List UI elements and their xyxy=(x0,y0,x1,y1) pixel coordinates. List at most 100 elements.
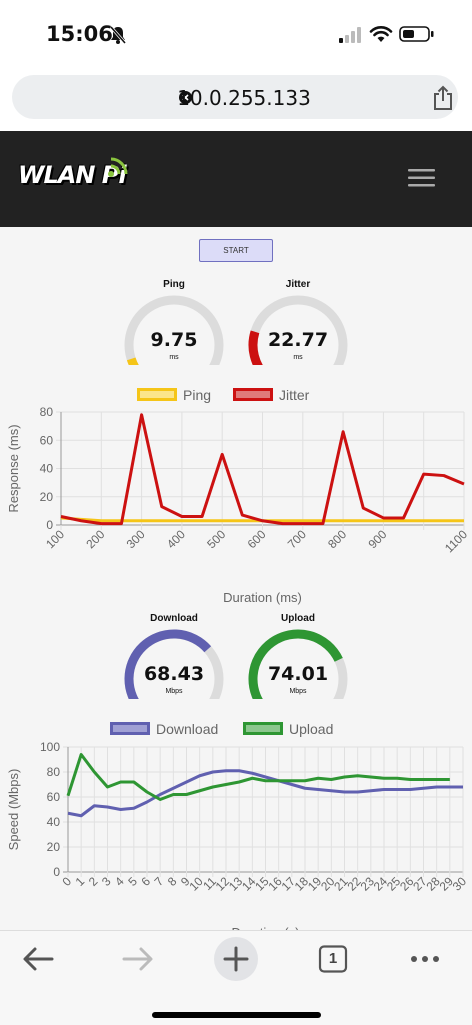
gauge-value: 9.75 xyxy=(150,329,198,351)
x-tick-label: 1100 xyxy=(442,527,470,555)
y-axis-title: Speed (Mbps) xyxy=(6,769,21,851)
url-text: 10.0.255.133 xyxy=(177,86,311,110)
x-axis-title: Duration (ms) xyxy=(223,590,302,605)
legend-swatch xyxy=(137,388,177,401)
close-circle-icon xyxy=(179,91,192,104)
tabs-button[interactable]: 1 xyxy=(318,945,348,973)
y-tick-label: 80 xyxy=(40,405,54,419)
x-tick-label: 30 xyxy=(450,874,470,894)
status-time: 15:06 xyxy=(46,22,113,46)
x-tick-label: 1 xyxy=(73,874,88,889)
x-tick-label: 900 xyxy=(365,527,389,551)
x-tick-label: 200 xyxy=(83,527,107,551)
y-tick-label: 20 xyxy=(47,840,61,854)
x-axis-title: Duration (s) xyxy=(232,925,300,930)
y-tick-label: 0 xyxy=(46,518,53,532)
gauge-track xyxy=(124,295,224,365)
status-bar: 15:06 xyxy=(0,0,472,70)
share-icon[interactable] xyxy=(432,85,454,111)
address-bar[interactable]: 10.0.255.133 xyxy=(12,75,458,119)
y-tick-label: 40 xyxy=(47,815,61,829)
legend-label: Jitter xyxy=(279,387,310,403)
x-tick-label: 500 xyxy=(204,527,228,551)
legend-swatch xyxy=(233,388,273,401)
forward-arrow-icon[interactable] xyxy=(122,945,154,973)
y-tick-label: 60 xyxy=(40,433,54,447)
battery-icon xyxy=(399,26,434,42)
x-tick-label: 600 xyxy=(245,527,269,551)
gauge-arc xyxy=(248,295,348,365)
x-tick-label: 4 xyxy=(112,874,127,889)
y-axis-title: Response (ms) xyxy=(6,424,21,512)
gauge-fill xyxy=(248,629,343,699)
response-chart-legend: Ping Jitter xyxy=(137,387,357,407)
wifi-icon xyxy=(369,26,393,42)
gauge-unit: ms xyxy=(293,354,303,361)
gauge-value: 74.01 xyxy=(267,663,329,685)
x-tick-label: 300 xyxy=(124,527,148,551)
back-arrow-icon[interactable] xyxy=(22,945,54,973)
new-tab-button[interactable] xyxy=(214,937,258,981)
x-tick-label: 400 xyxy=(164,527,188,551)
speed-chart: 0204060801000123456789101112131415161718… xyxy=(6,740,470,930)
gauge-fill xyxy=(124,629,212,699)
gauge-title: Upload xyxy=(281,613,315,624)
gauge-title: Jitter xyxy=(285,279,311,290)
gauge-unit: Mbps xyxy=(289,688,307,695)
bell-muted-icon xyxy=(109,26,127,44)
hamburger-menu-icon[interactable] xyxy=(408,167,436,189)
speedtest-content: START Ping 9.75 ms Jitter 22.77 ms Ping … xyxy=(0,227,472,930)
legend-swatch xyxy=(110,722,150,735)
x-tick-label: 2 xyxy=(86,874,101,889)
gauge-fill xyxy=(126,357,139,365)
cellular-signal-icon xyxy=(339,27,361,43)
more-icon[interactable] xyxy=(410,955,440,963)
plus-icon xyxy=(223,946,249,972)
start-button[interactable]: START xyxy=(199,239,273,262)
series-line-jitter xyxy=(60,413,465,526)
home-indicator xyxy=(152,1012,321,1018)
gauge-arc xyxy=(124,295,224,365)
download-gauge: Download 68.43 Mbps xyxy=(122,613,226,699)
gauge-value: 68.43 xyxy=(143,663,205,685)
wifi-signal-logo-icon xyxy=(108,157,128,177)
y-tick-label: 40 xyxy=(40,462,54,476)
gauge-value: 22.77 xyxy=(267,329,329,351)
gauge-title: Ping xyxy=(163,279,185,290)
tabs-icon xyxy=(318,945,348,973)
legend-label: Upload xyxy=(289,721,334,737)
y-tick-label: 80 xyxy=(47,765,61,779)
x-tick-label: 3 xyxy=(99,874,114,889)
series-line-download xyxy=(67,769,463,818)
x-tick-label: 700 xyxy=(285,527,309,551)
y-tick-label: 100 xyxy=(40,740,60,754)
ping-gauge: Ping 9.75 ms xyxy=(122,279,226,365)
x-tick-label: 800 xyxy=(325,527,349,551)
x-tick-label: 8 xyxy=(165,874,180,889)
x-tick-label: 7 xyxy=(152,874,167,889)
speed-chart-legend: Download Upload xyxy=(110,721,370,741)
gauge-unit: ms xyxy=(169,354,179,361)
browser-toolbar: 1 xyxy=(0,930,472,1025)
legend-swatch xyxy=(243,722,283,735)
gauge-unit: Mbps xyxy=(165,688,183,695)
y-tick-label: 60 xyxy=(47,790,61,804)
legend-label: Download xyxy=(156,721,219,737)
upload-gauge: Upload 74.01 Mbps xyxy=(246,613,350,699)
gauge-arc xyxy=(248,629,348,699)
x-tick-label: 0 xyxy=(59,874,74,889)
series-line-upload xyxy=(66,753,450,801)
x-tick-label: 6 xyxy=(138,874,153,889)
wlanpi-logo[interactable]: WLAN Pi xyxy=(18,157,128,189)
y-tick-label: 20 xyxy=(40,490,54,504)
gauge-arc xyxy=(124,629,224,699)
legend-label: Ping xyxy=(183,387,212,403)
y-tick-label: 0 xyxy=(53,865,60,879)
site-header: WLAN Pi xyxy=(0,131,472,227)
jitter-gauge: Jitter 22.77 ms xyxy=(246,279,350,365)
gauge-fill xyxy=(248,330,263,365)
gauge-title: Download xyxy=(150,613,198,624)
tab-count: 1 xyxy=(328,950,338,967)
x-tick-label: 5 xyxy=(125,874,140,889)
